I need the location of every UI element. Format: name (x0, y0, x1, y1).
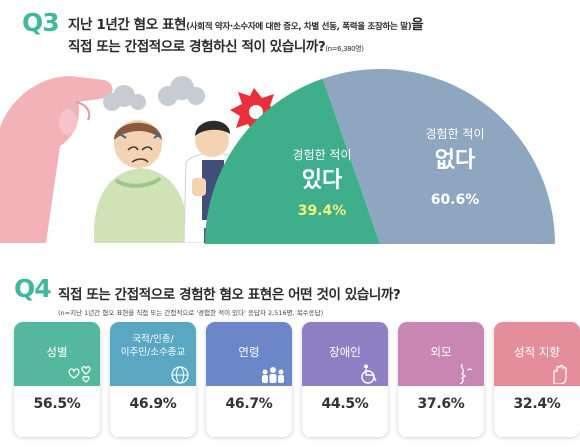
q4-label: Q4 (14, 274, 52, 303)
q3-label: Q3 (22, 8, 60, 37)
pointing-hand-illustration (0, 76, 113, 243)
card-gender: 성별 56.5% (14, 322, 100, 437)
q4-title: 직접 또는 간접적으로 경험한 혐오 표현은 어떤 것이 있습니까? (58, 287, 401, 303)
pie-yes-value: 39.4% (297, 203, 347, 219)
card-header (14, 322, 100, 386)
card-value: 32.4% (513, 396, 561, 412)
globe-icon (171, 366, 189, 384)
wheelchair-icon (361, 364, 377, 384)
q3-title-main: 지난 1년간 혐오 표현 (68, 17, 187, 33)
card-disability: 장애인 44.5% (302, 322, 388, 437)
card-header (206, 322, 292, 386)
card-header (398, 322, 484, 386)
card-label: 장애인 (329, 345, 361, 359)
smoke-puffs-icon (103, 76, 205, 111)
pie-no-label: 경험한 적이 (425, 127, 485, 141)
card-value: 46.7% (225, 396, 273, 412)
hand-icon (553, 364, 567, 384)
pie-yes-label: 경험한 적이 (292, 148, 352, 162)
q3-title: 지난 1년간 혐오 표현(사회적 약자·소수자에 대한 증오, 차별 선동, 폭… (68, 13, 424, 33)
q3-title-tail: 을 (411, 17, 424, 33)
people-icon (262, 367, 284, 383)
card-age: 연령 46.7% (206, 322, 292, 437)
card-label: 국적/인종/ 이주민/소수종교 (110, 333, 196, 359)
q3-sample-size: (n=6,380명) (325, 45, 364, 53)
card-label: 성별 (46, 345, 68, 359)
card-nationality: 국적/인종/ 이주민/소수종교 46.9% (110, 322, 196, 437)
card-sexual-orientation: 성적 지향 32.4% (494, 322, 580, 437)
card-value: 37.6% (417, 396, 465, 412)
pie-no-word: 없다 (434, 148, 476, 173)
card-label-line1: 국적/인종/ (132, 334, 174, 345)
card-value: 56.5% (33, 396, 81, 412)
hearts-icon (68, 366, 91, 383)
q4-note: (n=지난 1년간 혐오 표현을 직접 또는 간접적으로 '경험한 적이 있다'… (58, 309, 324, 317)
card-label: 연령 (238, 345, 260, 359)
q3-subtitle-main: 직접 또는 간접적으로 경험하신 적이 있습니까? (68, 39, 326, 55)
card-value: 46.9% (129, 396, 177, 412)
pie-yes-word: 있다 (301, 168, 343, 193)
doctor-illustration (183, 120, 245, 243)
q3-title-paren: (사회적 약자·소수자에 대한 증오, 차별 선동, 폭력을 조장하는 말) (186, 22, 412, 32)
shock-burst-icon (230, 88, 282, 136)
face-icon (459, 364, 473, 384)
pie-no-value: 60.6% (430, 192, 480, 208)
illustration (0, 76, 282, 243)
card-label: 외모 (430, 345, 452, 359)
q3-subtitle: 직접 또는 간접적으로 경험하신 적이 있습니까?(n=6,380명) (68, 35, 364, 55)
card-label: 성적 지향 (514, 345, 560, 359)
sad-person-illustration (93, 120, 189, 243)
card-label-line2: 이주민/소수종교 (120, 347, 186, 358)
card-value: 44.5% (321, 396, 369, 412)
card-appearance: 외모 37.6% (398, 322, 484, 437)
